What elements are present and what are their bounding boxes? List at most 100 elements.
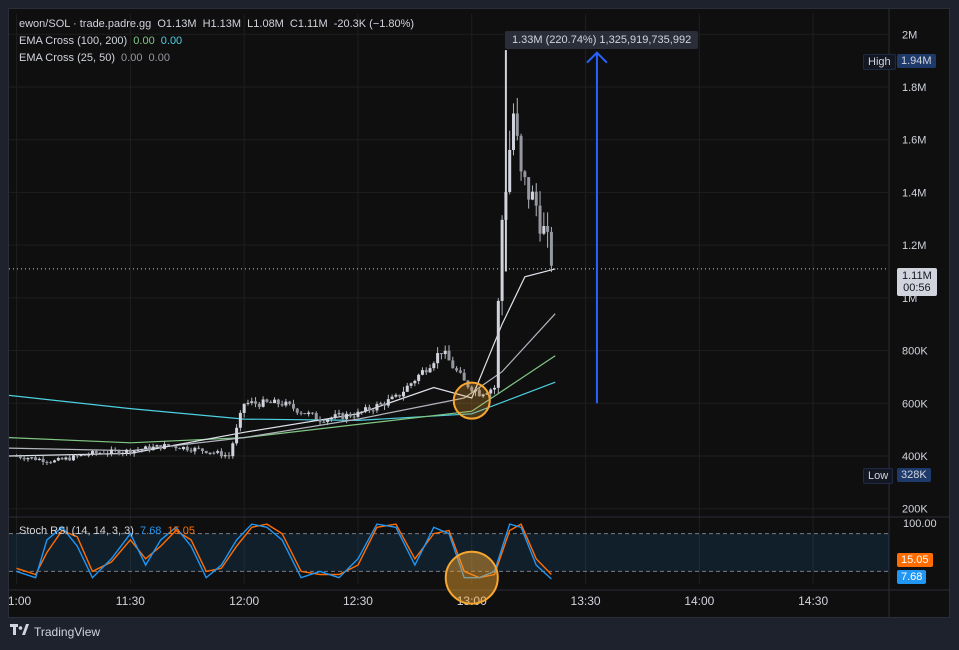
candle-body: [250, 401, 254, 403]
candle-body: [519, 135, 523, 172]
candle-body: [299, 412, 303, 414]
ohlc-open: O1.13M: [157, 18, 197, 30]
candle-body: [474, 389, 478, 392]
candle-body: [360, 411, 364, 413]
stoch-d-tag: 15.05: [897, 553, 933, 567]
candle-body: [30, 457, 34, 459]
candle-body: [265, 399, 269, 402]
candle-body: [257, 403, 261, 407]
stoch-k-tag: 7.68: [897, 570, 927, 584]
y-tick-label: 400K: [902, 451, 928, 463]
candle-body: [140, 449, 144, 451]
candle-body: [41, 458, 45, 462]
candle-body: [181, 446, 185, 450]
candle-body: [337, 413, 341, 415]
indicator-value-1: 0.00: [133, 35, 155, 47]
candle-body: [49, 462, 53, 464]
chart-frame[interactable]: 2M1.8M1.6M1.4M1.2M1M800K600K400K200K11:0…: [8, 8, 950, 618]
candle-body: [542, 226, 546, 234]
y-tick-label: 1.2M: [902, 240, 926, 252]
candle-body: [477, 389, 481, 397]
candle-body: [352, 416, 356, 418]
candle-body: [238, 412, 242, 428]
candle-body: [462, 372, 466, 381]
ohlc-high: H1.13M: [202, 18, 242, 30]
candle-body: [208, 452, 212, 454]
y-tick-label: 800K: [902, 346, 928, 358]
candle-body: [322, 421, 326, 423]
candle-body: [534, 191, 538, 206]
symbol-legend: ewon/SOL · trade.padre.gg O1.13M H1.13M …: [19, 18, 417, 31]
candle-body: [341, 413, 345, 419]
candle-body: [345, 413, 349, 419]
candle-body: [223, 455, 227, 457]
stoch-d-value: 15.05: [167, 525, 196, 537]
candle-body: [364, 407, 368, 412]
candle-body: [113, 449, 117, 451]
candle-body: [288, 401, 292, 404]
ohlc-low: L1.08M: [247, 18, 284, 30]
candle-body: [371, 410, 375, 412]
symbol-name[interactable]: ewon/SOL · trade.padre.gg: [19, 18, 152, 30]
candle-body: [155, 445, 159, 447]
tradingview-logo-icon: [10, 624, 30, 639]
candle-body: [106, 453, 110, 455]
indicator-ema-100-200[interactable]: EMA Cross (100, 200) 0.00 0.00: [19, 35, 185, 48]
candle-body: [159, 445, 163, 449]
candle-body: [295, 408, 299, 413]
ohlc-change: -20.3K (−1.80%): [333, 18, 415, 30]
indicator-name: EMA Cross (100, 200): [19, 35, 128, 47]
candle-body: [254, 401, 258, 404]
candle-body: [417, 374, 421, 381]
candle-body: [56, 458, 60, 461]
indicator-name: EMA Cross (25, 50): [19, 52, 115, 64]
indicator-value-2: 0.00: [160, 35, 183, 47]
candle-body: [489, 389, 493, 394]
y-tick-label: 1.4M: [902, 187, 926, 199]
candle-body: [212, 452, 216, 454]
candle-body: [485, 393, 489, 395]
candle-body: [90, 450, 94, 455]
candle-body: [310, 412, 314, 414]
indicator-value-2: 0.00: [148, 52, 170, 64]
candle-body: [303, 413, 307, 415]
candle-body: [246, 402, 250, 404]
candle-body: [204, 450, 208, 454]
x-tick-label: 13:30: [571, 594, 601, 608]
candle-body: [439, 353, 443, 355]
candle-body: [333, 414, 337, 418]
ema-line-4: [9, 268, 556, 457]
stoch-legend[interactable]: Stoch RSI (14, 14, 3, 3) 7.68 15.05: [19, 525, 198, 538]
candle-body: [284, 401, 288, 406]
stoch-k-line: [16, 523, 552, 580]
candle-body: [121, 452, 125, 455]
price-chart[interactable]: 2M1.8M1.6M1.4M1.2M1M800K600K400K200K11:0…: [9, 9, 950, 618]
footer-branding[interactable]: TradingView: [10, 624, 100, 639]
measure-label: 1.33M (220.74%) 1,325,919,735,992: [505, 31, 699, 49]
candle-body: [26, 458, 30, 460]
candle-body: [75, 455, 79, 457]
indicator-ema-25-50[interactable]: EMA Cross (25, 50) 0.00 0.00: [19, 52, 173, 65]
candle-body: [193, 447, 197, 452]
stoch-label: Stoch RSI (14, 14, 3, 3): [19, 525, 134, 537]
candle-body: [68, 457, 72, 461]
candle-body: [367, 407, 371, 411]
candle-body: [523, 171, 527, 178]
x-tick-label: 11:30: [116, 594, 145, 608]
candle-body: [34, 457, 38, 461]
candle-countdown: 00:56: [903, 282, 931, 294]
candle-body: [117, 450, 121, 455]
y-tick-label: 600K: [902, 398, 928, 410]
candle-body: [37, 458, 41, 461]
stoch-top-tick: 100.00: [903, 518, 937, 530]
indicator-value-1: 0.00: [121, 52, 143, 64]
y-tick-label: 200K: [902, 504, 928, 516]
candle-body: [447, 350, 451, 361]
candle-body: [496, 300, 500, 388]
candle-body: [401, 391, 405, 397]
candle-body: [136, 449, 140, 451]
candle-body: [508, 149, 512, 192]
candle-body: [15, 456, 19, 458]
candle-body: [455, 368, 459, 371]
candle-body: [383, 403, 387, 406]
